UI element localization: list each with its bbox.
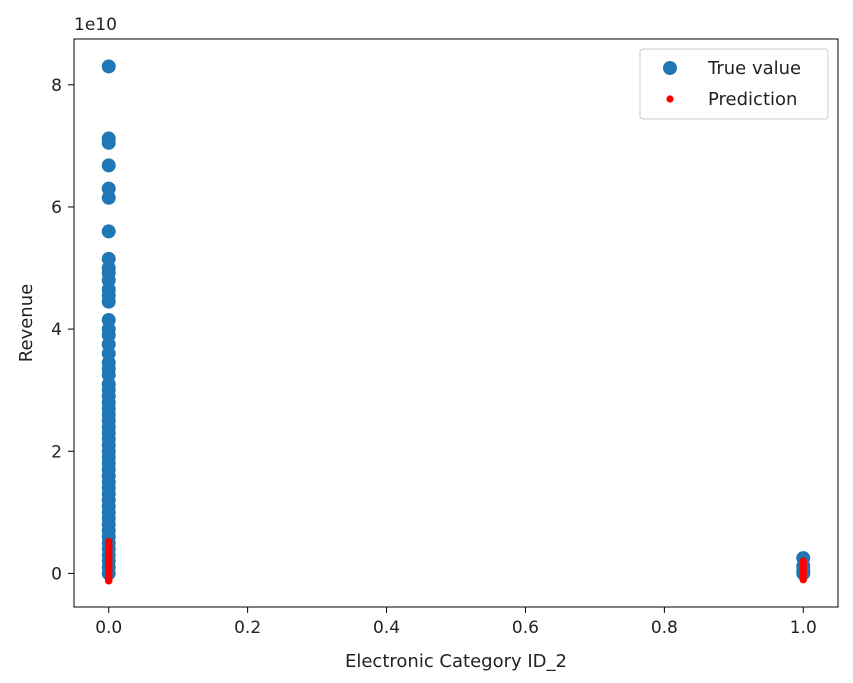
x-axis-label: Electronic Category ID_2	[345, 651, 567, 672]
y-axis: 0 2 4 6 8	[51, 76, 74, 584]
x-tick-label: 0.0	[95, 618, 122, 638]
x-tick-label: 0.2	[234, 618, 261, 638]
series-true-value	[101, 59, 811, 581]
legend-marker-prediction	[666, 95, 674, 103]
legend: True value Prediction	[639, 48, 829, 120]
plot-frame	[73, 38, 839, 608]
y-axis-label: Revenue	[16, 284, 37, 362]
legend-marker-true-value	[663, 61, 677, 75]
y-tick-label: 4	[51, 320, 62, 340]
true-value-point	[101, 294, 116, 309]
legend-box	[639, 48, 829, 120]
x-tick-label: 0.4	[373, 618, 400, 638]
y-tick-label: 0	[51, 564, 62, 584]
true-value-point	[101, 158, 116, 173]
x-tick-label: 0.6	[512, 618, 539, 638]
x-tick-label: 0.8	[651, 618, 678, 638]
true-value-point	[101, 190, 116, 205]
true-value-point	[101, 224, 116, 239]
true-value-point	[101, 59, 116, 74]
y-tick-label: 2	[51, 442, 62, 462]
x-axis: 0.0 0.2 0.4 0.6 0.8 1.0	[95, 607, 817, 638]
x-tick-label: 1.0	[790, 618, 817, 638]
prediction-point	[799, 575, 808, 584]
series-prediction	[104, 537, 808, 585]
y-tick-label: 8	[51, 76, 62, 96]
y-tick-label: 6	[51, 198, 62, 218]
prediction-point	[104, 576, 113, 585]
true-value-point	[101, 135, 116, 150]
legend-label-true-value: True value	[707, 58, 801, 79]
legend-label-prediction: Prediction	[708, 89, 797, 110]
y-offset-label: 1e10	[74, 15, 117, 35]
data-points	[101, 59, 811, 585]
